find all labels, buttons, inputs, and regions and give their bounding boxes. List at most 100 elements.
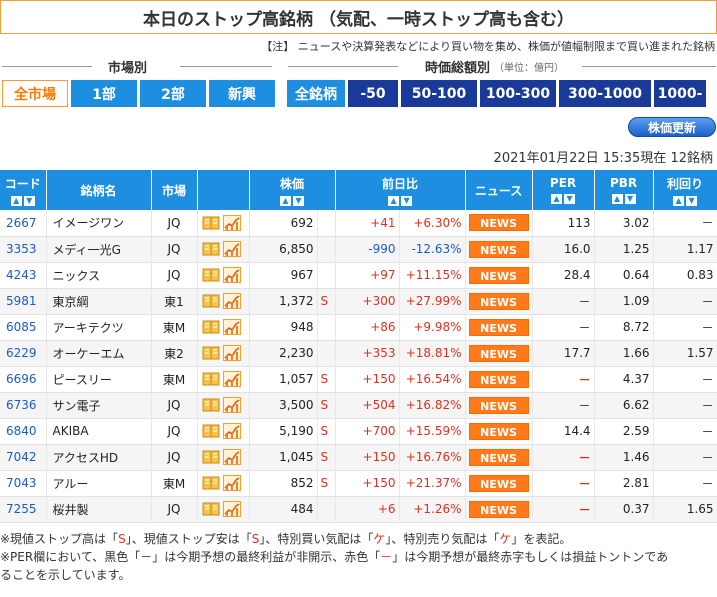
col-price: 株価 ▲ ▼ xyxy=(249,170,336,210)
pbr-value: 0.64 xyxy=(594,262,654,289)
price: 5,190 xyxy=(249,418,318,445)
tab-market[interactable]: 2部 xyxy=(140,80,206,107)
stock-code-link[interactable]: 5981 xyxy=(0,288,47,315)
tab-market[interactable]: 全市場 xyxy=(2,80,68,107)
stop-flag: S xyxy=(317,288,336,315)
report-book-icon[interactable] xyxy=(202,397,220,413)
tab-market[interactable]: 新興 xyxy=(209,80,275,107)
chart-icon[interactable] xyxy=(222,319,241,335)
sort-desc-icon[interactable]: ▼ xyxy=(23,195,35,206)
footer-line: ※PER欄において、黒色「－」は今期予想の最終利益が非開示、赤色「－」は今期予想… xyxy=(0,550,669,564)
stock-code-link[interactable]: 4243 xyxy=(0,262,47,289)
chart-icon[interactable] xyxy=(222,475,241,491)
pbr-value: 0.37 xyxy=(594,496,654,523)
sort-asc-icon[interactable]: ▲ xyxy=(10,195,22,206)
news-button[interactable]: NEWS xyxy=(468,266,529,284)
chart-icon[interactable] xyxy=(222,214,241,231)
news-button[interactable]: NEWS xyxy=(468,370,529,388)
news-button[interactable]: NEWS xyxy=(468,474,529,492)
report-book-icon[interactable] xyxy=(202,371,220,387)
per-value: 17.7 xyxy=(532,340,595,367)
market-tabs: 全市場 1部 2部 新興 xyxy=(2,80,275,107)
sort-asc-icon[interactable]: ▲ xyxy=(673,195,685,206)
stock-code-link[interactable]: 2667 xyxy=(0,210,47,237)
stock-name: ニックス xyxy=(46,262,152,289)
chart-icon[interactable] xyxy=(222,449,241,465)
tab-cap[interactable]: 50-100 xyxy=(401,80,477,107)
chart-icon[interactable] xyxy=(222,371,241,387)
divider xyxy=(288,66,398,67)
report-book-icon[interactable] xyxy=(202,423,220,439)
chart-icon[interactable] xyxy=(222,267,241,283)
report-book-icon[interactable] xyxy=(202,267,220,283)
stock-code-link[interactable]: 6229 xyxy=(0,340,47,367)
sort-desc-icon[interactable]: ▼ xyxy=(564,194,576,204)
news-cell: NEWS xyxy=(465,236,533,263)
report-book-icon[interactable] xyxy=(202,345,220,361)
news-button[interactable]: NEWS xyxy=(468,500,529,518)
report-book-icon[interactable] xyxy=(202,501,220,517)
sort-desc-icon[interactable]: ▼ xyxy=(293,195,304,206)
news-button[interactable]: NEWS xyxy=(468,396,529,414)
news-button[interactable]: NEWS xyxy=(468,240,529,258)
tab-cap[interactable]: 全銘柄 xyxy=(287,80,345,107)
per-value: 14.4 xyxy=(532,418,595,445)
stock-code-link[interactable]: 6840 xyxy=(0,418,47,445)
per-value: 113 xyxy=(532,210,595,237)
stock-code-link[interactable]: 6696 xyxy=(0,366,47,393)
sort-desc-icon[interactable]: ▼ xyxy=(624,194,636,204)
market: 東M xyxy=(151,470,198,497)
stock-code-link[interactable]: 6085 xyxy=(0,314,47,341)
stock-code-link[interactable]: 3353 xyxy=(0,236,47,263)
table-row: 5981 東京綱 東1 1,372 S +300 +27.99% NEWS － 1.09 － xyxy=(0,288,717,315)
cap-unit: （単位：億円） xyxy=(494,62,565,74)
news-button[interactable]: NEWS xyxy=(468,422,529,440)
pbr-value: 4.37 xyxy=(594,366,654,393)
stock-code-link[interactable]: 7042 xyxy=(0,444,47,471)
tab-cap[interactable]: 100-300 xyxy=(480,80,556,107)
sort-desc-icon[interactable]: ▼ xyxy=(401,195,413,206)
sort-asc-icon[interactable]: ▲ xyxy=(388,195,400,206)
chart-icon[interactable] xyxy=(222,501,241,517)
sort-desc-icon[interactable]: ▼ xyxy=(686,195,698,206)
chart-icon[interactable] xyxy=(222,345,241,361)
update-price-button[interactable]: 株価更新 xyxy=(628,117,716,137)
stock-code-link[interactable]: 6736 xyxy=(0,392,47,419)
report-book-icon[interactable] xyxy=(202,319,220,335)
market: 東1 xyxy=(151,288,198,315)
tab-market[interactable]: 1部 xyxy=(71,80,137,107)
icon-cell xyxy=(197,392,250,419)
market: 東M xyxy=(151,314,198,341)
stock-code-link[interactable]: 7255 xyxy=(0,496,47,523)
report-book-icon[interactable] xyxy=(202,293,220,309)
chart-icon[interactable] xyxy=(222,423,241,439)
stock-code-link[interactable]: 7043 xyxy=(0,470,47,497)
sort-asc-icon[interactable]: ▲ xyxy=(551,194,563,204)
report-book-icon[interactable] xyxy=(202,449,220,465)
change-amount: +353 xyxy=(335,340,400,367)
tab-cap[interactable]: 300-1000 xyxy=(559,80,651,107)
stop-flag: S xyxy=(317,392,336,419)
chart-icon[interactable] xyxy=(222,241,241,257)
tab-cap[interactable]: 1000- xyxy=(654,80,706,107)
report-book-icon[interactable] xyxy=(202,241,220,257)
stock-name: AKIBA xyxy=(46,418,152,445)
market: JQ xyxy=(151,418,198,445)
sort-asc-icon[interactable]: ▲ xyxy=(611,194,623,204)
news-button[interactable]: NEWS xyxy=(468,448,529,466)
market: JQ xyxy=(151,444,198,471)
report-book-icon[interactable] xyxy=(202,475,220,491)
sort-asc-icon[interactable]: ▲ xyxy=(280,195,291,206)
news-button[interactable]: NEWS xyxy=(468,344,529,362)
tab-cap[interactable]: -50 xyxy=(348,80,398,107)
report-book-icon[interactable] xyxy=(202,215,220,231)
news-button[interactable]: NEWS xyxy=(468,292,529,310)
news-button[interactable]: NEWS xyxy=(468,214,529,232)
icon-cell xyxy=(197,418,250,445)
change-amount: +150 xyxy=(335,366,400,393)
chart-icon[interactable] xyxy=(222,293,241,309)
news-button[interactable]: NEWS xyxy=(468,318,529,336)
chart-icon[interactable] xyxy=(222,397,241,413)
per-value: － xyxy=(532,288,595,315)
table-row: 6085 アーキテクツ 東M 948 +86 +9.98% NEWS － 8.72 － xyxy=(0,314,717,341)
